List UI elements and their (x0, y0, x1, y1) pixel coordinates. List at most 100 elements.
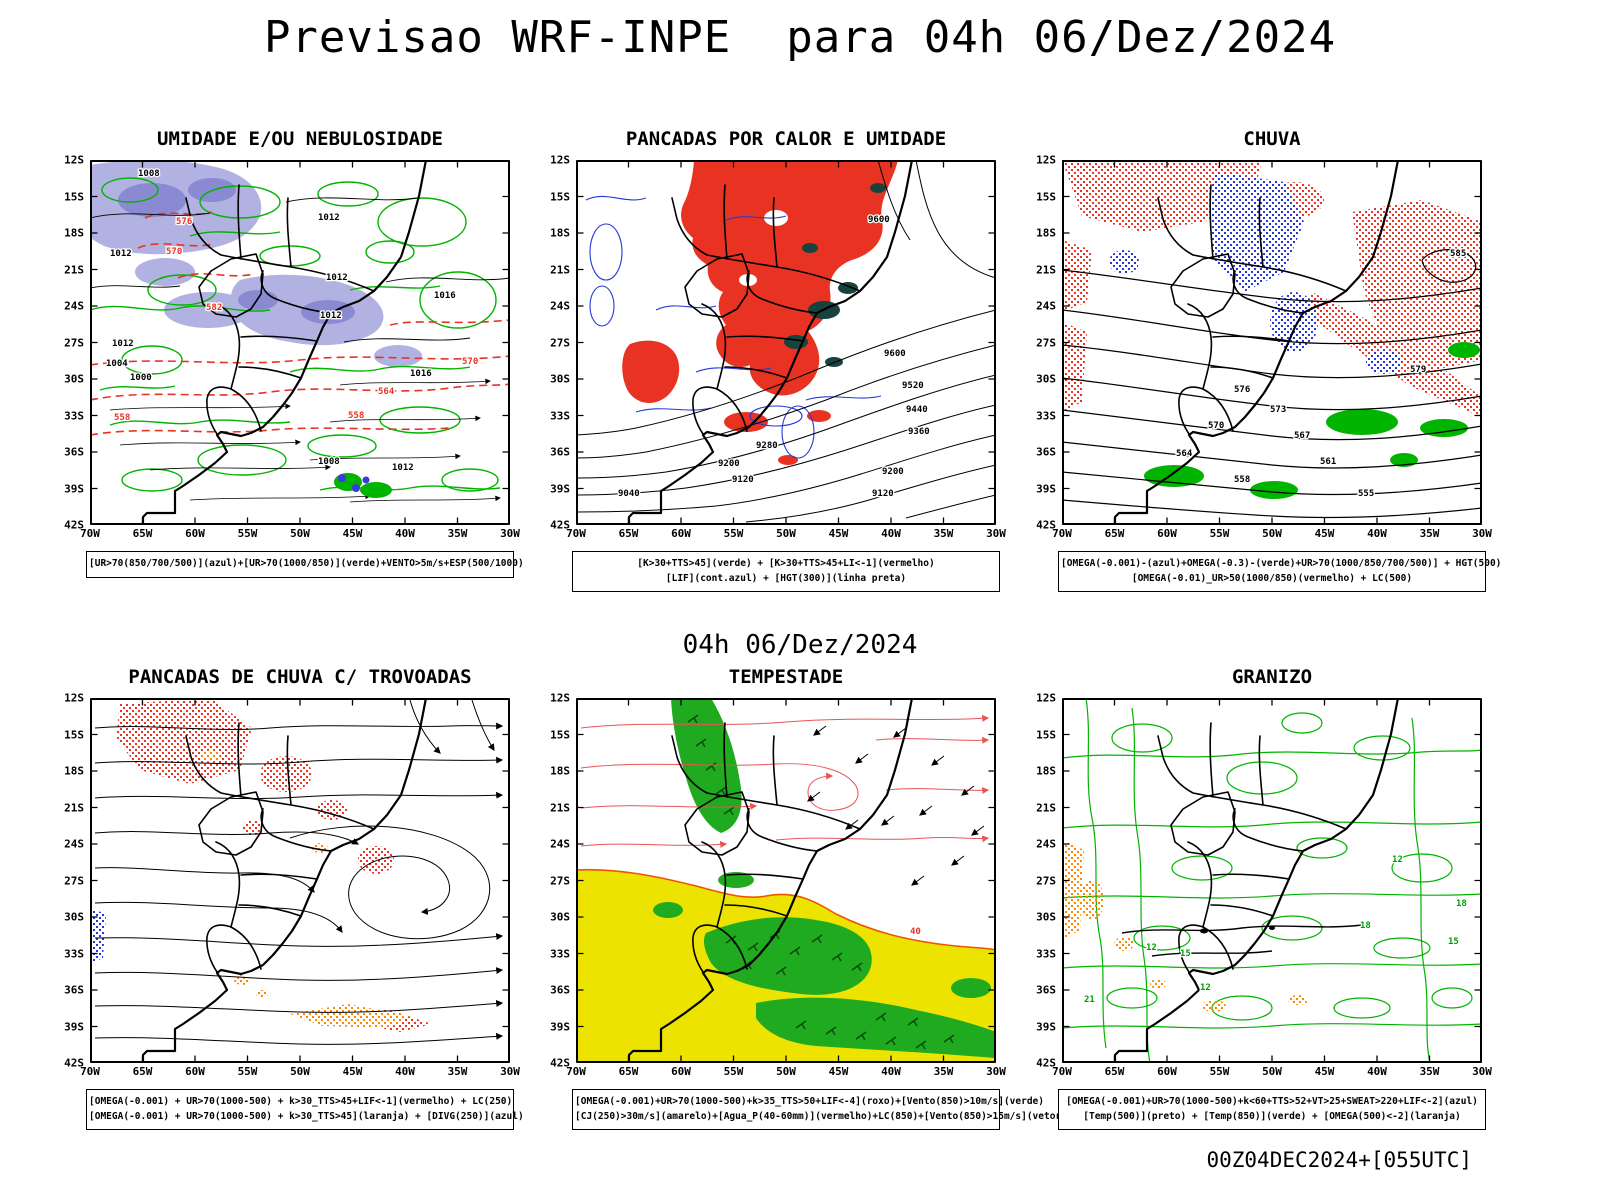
lat-label: 36S (550, 983, 570, 997)
contour-label: 9200 (718, 459, 740, 469)
caption-line: [OMEGA(-0.001)+UR>70(1000-500)+k>35_TTS>… (575, 1096, 1044, 1107)
contour-labels: 9600 9600 9520 9440 9360 9280 9200 9200 9120 9120… (617, 214, 931, 501)
lat-label: 30S (550, 910, 570, 924)
lat-label: 24S (64, 299, 84, 313)
lon-label: 45W (828, 527, 849, 540)
lat-label: 27S (550, 874, 570, 887)
contour-label: 576 (176, 217, 192, 227)
lat-label: 18S (64, 764, 84, 778)
lat-label: 12S (550, 691, 570, 705)
contour-label: 15 (1180, 949, 1191, 959)
lon-label: 70W (1052, 1065, 1072, 1078)
lat-label: 27S (550, 336, 570, 349)
lat-label: 12S (64, 691, 84, 705)
contour-labels: 12 18 12 15 15 18 21 12 (1083, 854, 1468, 1007)
contour-label: 561 (1320, 457, 1336, 467)
lat-label: 33S (1036, 947, 1056, 960)
lon-label: 45W (1314, 527, 1335, 540)
caption-line: [Temp(500)](preto) + [Temp(850)](verde) … (1083, 1110, 1461, 1122)
lon-label: 65W (1104, 527, 1125, 540)
contour-label: 582 (206, 303, 222, 313)
lat-axis: 12S 15S 18S 21S 24S 27S 30S 33S 36S 39S 42S (1025, 154, 1059, 532)
contour-label: 555 (1358, 489, 1374, 499)
contour-label: 570 (1208, 421, 1224, 431)
contour-label: 576 (1234, 385, 1250, 395)
contour-label: 1012 (112, 339, 134, 349)
contour-label: 1012 (110, 249, 132, 259)
lon-label: 70W (566, 527, 586, 540)
lat-label: 42S (550, 1056, 570, 1070)
lat-label: 39S (1036, 482, 1056, 495)
lon-label: 30W (500, 527, 520, 540)
lat-label: 42S (64, 1056, 84, 1070)
contour-label: 9600 (868, 215, 890, 225)
contour-label: 1012 (392, 463, 414, 473)
page-title: Previsao WRF-INPE para 04h 06/Dez/2024 (263, 12, 1337, 63)
storm-orange-speckle (200, 750, 410, 1028)
panel-title: GRANIZO (1231, 666, 1313, 688)
contour-label: 1012 (318, 213, 340, 223)
panel-title: PANCADAS DE CHUVA C/ TROVOADAS (128, 666, 472, 688)
lon-label: 40W (1367, 1065, 1387, 1078)
lon-label: 55W (1209, 1065, 1230, 1078)
lon-label: 30W (1472, 1065, 1492, 1078)
lon-label: 45W (1314, 1065, 1335, 1078)
map-trovoadas (90, 698, 510, 1063)
caption-line: [UR>70(850/700/500)](azul)+[UR>70(1000/8… (89, 558, 524, 569)
lon-axis: 70W 65W 60W 55W 50W 45W 40W 35W 30W (80, 525, 520, 543)
contour-label: 1008 (138, 169, 160, 179)
lon-label: 30W (986, 527, 1006, 540)
hail-orange-speckle (1062, 840, 1308, 1012)
contour-label: 1008 (318, 457, 340, 467)
lat-label: 27S (64, 336, 84, 349)
lat-axis: 12S 15S 18S 21S 24S 27S 30S 33S 36S 39S 42S (53, 154, 87, 532)
lat-label: 21S (64, 263, 84, 276)
lat-axis: 12S 15S 18S 21S 24S 27S 30S 33S 36S 39S 42S (539, 692, 573, 1070)
lon-label: 60W (671, 1065, 691, 1078)
lat-label: 12S (64, 153, 84, 167)
lon-label: 45W (342, 1065, 363, 1078)
lat-label: 27S (1036, 336, 1056, 349)
caption-line: [OMEGA(-0.001)-(azul)+OMEGA(-0.3)-(verde… (1061, 558, 1502, 569)
lon-label: 70W (1052, 527, 1072, 540)
lon-label: 55W (1209, 527, 1230, 540)
lon-label: 65W (618, 1065, 639, 1078)
lat-label: 36S (64, 983, 84, 997)
red-convection-area (622, 160, 898, 465)
map-tempestade: 40 (576, 698, 996, 1063)
lon-label: 50W (290, 527, 310, 540)
lon-label: 50W (776, 527, 796, 540)
thickness-contours (1062, 249, 1482, 519)
lat-label: 18S (1036, 764, 1056, 778)
lon-label: 50W (1262, 527, 1282, 540)
lat-label: 24S (550, 299, 570, 313)
lat-label: 42S (1036, 1056, 1056, 1070)
lat-label: 15S (550, 190, 570, 203)
lat-label: 30S (1036, 372, 1056, 386)
blue-lif-contours (585, 195, 882, 459)
lon-axis: 70W 65W 60W 55W 50W 45W 40W 35W 30W (1052, 1063, 1492, 1081)
lat-label: 33S (64, 947, 84, 960)
contour-label: 570 (462, 357, 478, 367)
black-height-contours (576, 160, 996, 523)
lat-label: 27S (1036, 874, 1056, 887)
run-info-footer: 00Z04DEC2024+[055UTC] (1206, 1148, 1472, 1172)
lat-label: 24S (1036, 299, 1056, 313)
lat-label: 33S (1036, 409, 1056, 422)
lat-label: 15S (1036, 190, 1056, 203)
lon-label: 35W (933, 527, 954, 540)
contour-label: 15 (1448, 937, 1459, 947)
lat-label: 18S (550, 764, 570, 778)
panel-umidade: UMIDADE E/OU NEBULOSIDADE 12S 15S 18S 21S 24… (52, 128, 524, 578)
lat-label: 12S (550, 153, 570, 167)
lat-label: 18S (64, 226, 84, 240)
wind-vector-arrows (807, 725, 985, 886)
lon-label: 55W (237, 1065, 258, 1078)
contour-label: 558 (348, 411, 364, 421)
map-granizo: 12 18 12 15 15 18 21 12 (1062, 698, 1482, 1063)
contour-label: 579 (1410, 365, 1426, 375)
lat-label: 39S (64, 1020, 84, 1033)
lon-label: 40W (395, 1065, 415, 1078)
lat-label: 42S (64, 518, 84, 532)
